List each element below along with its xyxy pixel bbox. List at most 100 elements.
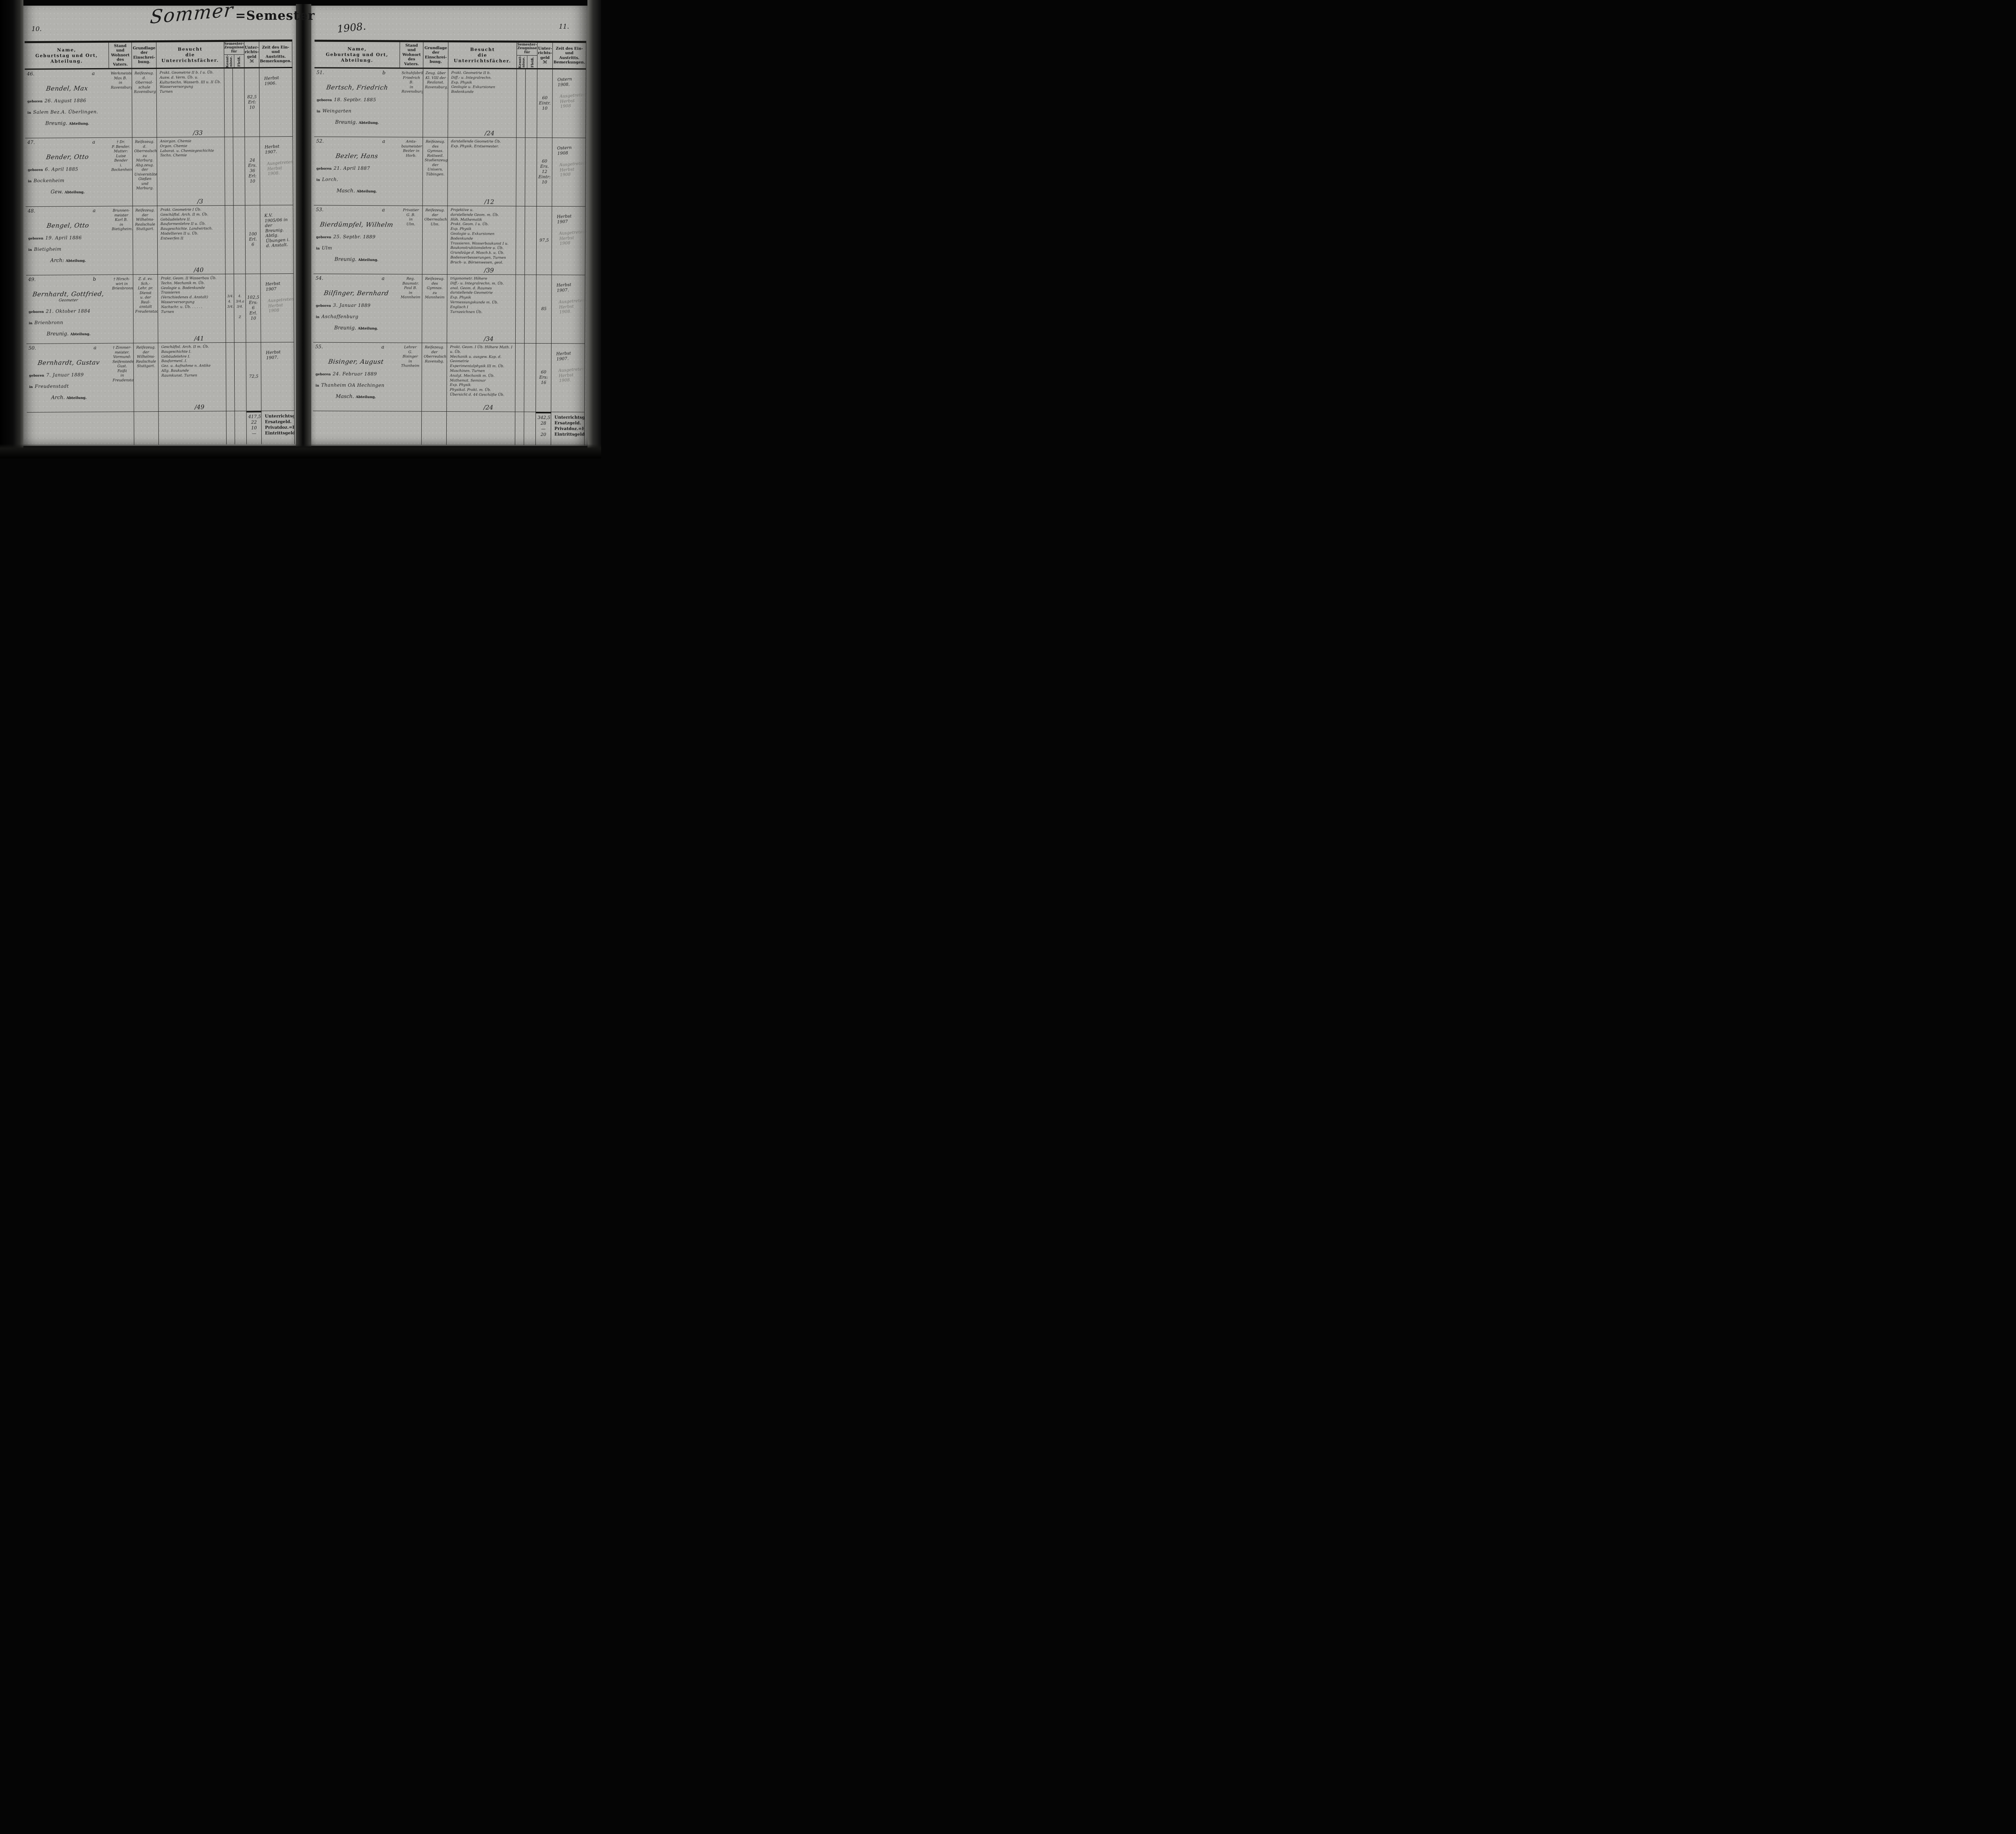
subjects-cell: Anorgan. Chemie Organ. Chemie Laborat. u… bbox=[157, 137, 225, 206]
student-name: Bengel, Otto bbox=[46, 222, 90, 229]
subjects-cell: Geschäftsl. Arch. II m. Üb. Baugeschicht… bbox=[158, 343, 227, 412]
abteilung-value: Gew. bbox=[50, 188, 63, 195]
abteilung-value: Arch: bbox=[50, 257, 64, 263]
entry-name-cell: 50. a Bernhardt, Gustav geboren 7. Januar 18… bbox=[26, 343, 111, 413]
grade-diligence bbox=[524, 343, 537, 412]
section-letter: b bbox=[382, 70, 386, 76]
totals-spacer bbox=[515, 412, 524, 445]
subjects-total: /3 bbox=[197, 198, 203, 205]
geboren-label: geboren bbox=[29, 309, 44, 314]
abteilung-line: Breunig. Abteilung. bbox=[316, 325, 396, 331]
entry-number: 55. bbox=[315, 344, 323, 350]
fees-cell: 72,5 bbox=[246, 342, 262, 411]
birth-date: 26. August 1886 bbox=[44, 98, 86, 104]
ledger-title: Sommer=Semester bbox=[149, 0, 315, 28]
in-label: in bbox=[28, 179, 32, 183]
totals-spacer bbox=[226, 411, 235, 444]
totals-values: 342,5 28 — 20 bbox=[536, 412, 552, 446]
remark-ink: Herbst 1907. bbox=[266, 349, 281, 361]
subjects-cell: Prakt. Geometrie II b. Diff.- u. Integra… bbox=[448, 69, 517, 138]
birth-line: geboren 21. Oktober 1884 bbox=[29, 308, 108, 314]
remarks-cell: Herbst 1907. bbox=[261, 342, 295, 411]
entry-number: 49. bbox=[28, 276, 36, 282]
subjects-cell: Projektive u. darstellende Geom. m. Üb. … bbox=[447, 206, 516, 275]
entry-name-cell: 54. a Bilfinger, Bernhard geboren 3. Januar … bbox=[313, 274, 399, 343]
totals-values: 417,5 22 10 — bbox=[246, 411, 262, 444]
birthplace-line: in Freudenstadt bbox=[29, 383, 108, 389]
father-info: † Hirsch- wirt in Brienbronn bbox=[110, 275, 134, 344]
col-header-kenntnisse: Kennt- nisse. bbox=[516, 56, 527, 69]
totals-spacer bbox=[398, 411, 422, 445]
subjects-total: /33 bbox=[193, 129, 203, 137]
title-script: Sommer bbox=[149, 0, 235, 28]
enrollment-basis: Reifezeug. des Gymnas. Rottweil. Studien… bbox=[423, 137, 448, 206]
enrollment-basis: Reifezeug. der Wilhelms- Realschule Stut… bbox=[133, 206, 158, 275]
remark-pencil: Ausgetreten Herbst 1908. bbox=[267, 159, 294, 177]
birth-date: 19. April 1886 bbox=[45, 235, 82, 241]
totals-labels: Unterrichtsgeld. Ersatzgeld. Privatdoz.=… bbox=[261, 411, 295, 444]
birth-date: 21. April 1887 bbox=[333, 165, 370, 171]
student-name: Bilfinger, Bernhard bbox=[323, 289, 389, 297]
abteilung-line: Breunig. Abteilung. bbox=[27, 120, 107, 126]
grade-knowledge bbox=[515, 343, 525, 412]
subjects-total: /41 bbox=[194, 335, 204, 342]
section-letter: a bbox=[92, 70, 95, 77]
abteilung-value: Breunig. bbox=[45, 120, 68, 126]
totals-spacer bbox=[158, 411, 227, 445]
birth-line: geboren 7. Januar 1889 bbox=[29, 372, 108, 378]
zeugnisse-label: Semester- Zeugnisse für bbox=[516, 42, 538, 56]
totals-spacer bbox=[235, 411, 247, 444]
col-header-zeit: Zeit des Ein- und Austritts. Bemerkungen… bbox=[259, 41, 293, 69]
col-header-besucht: Besucht die Unterrichtsfächer. bbox=[448, 42, 517, 69]
fees-cell: 60 Ers: 16 bbox=[536, 343, 552, 413]
section-letter: a bbox=[93, 344, 97, 351]
subjects-cell: darstellende Geometrie Üb. Exp. Physik. … bbox=[448, 137, 517, 206]
remark-pencil: Ausgetreten Herbst 1908. bbox=[558, 298, 585, 315]
grade-diligence bbox=[525, 69, 538, 138]
entry-number: 52. bbox=[316, 138, 324, 144]
grade-knowledge bbox=[516, 275, 525, 344]
student-name-sub: Geometer bbox=[58, 298, 78, 303]
abteilung-line: Arch. Abteilung. bbox=[29, 394, 108, 400]
remarks-cell: Ostern 1908 Ausgetreten Herbst 1908 bbox=[552, 138, 586, 207]
remarks-cell: Herbst 1907 Ausgetreten Herbst 1908 bbox=[552, 206, 586, 275]
birth-place: Bietigheim bbox=[34, 246, 62, 252]
section-letter: a bbox=[381, 275, 385, 281]
birthplace-line: in Ulm bbox=[316, 245, 397, 251]
col-header-name: Name, Geburtstag und Ort, Abteilung. bbox=[314, 42, 400, 69]
birthplace-line: in Salem Bez.A. Überlingen. bbox=[27, 109, 107, 115]
col-header-kenntnisse: Kennt- nisse. bbox=[224, 55, 235, 68]
birthplace-line: in Aschaffenburg bbox=[316, 314, 396, 320]
page-right: Name, Geburtstag und Ort, Abteilung. Stan… bbox=[311, 6, 588, 446]
totals-labels: Unterrichtsgeld. Ersatzgeld. Privatdoz.=… bbox=[551, 412, 585, 446]
ledger-table: Name, Geburtstag und Ort, Abteilung. Stan… bbox=[312, 40, 587, 446]
remark-ink: Herbst 1907 bbox=[556, 214, 572, 225]
subjects-total: /24 bbox=[485, 129, 495, 137]
grade-knowledge bbox=[225, 137, 234, 206]
in-label: in bbox=[316, 246, 320, 250]
entry-number: 50. bbox=[28, 345, 36, 351]
remarks-cell: Herbst 1907 Ausgetreten Herbst 1908 bbox=[260, 273, 294, 343]
abteilung-line: Breunig. Abteilung. bbox=[29, 330, 108, 337]
student-name: Bertsch, Friedrich bbox=[326, 83, 389, 92]
col-header-besucht: Besucht die Unterrichtsfächer. bbox=[156, 42, 225, 69]
remark-pencil: Ausgetreten Herbst 1908. bbox=[558, 367, 585, 383]
birthplace-line: in Lorch. bbox=[317, 177, 397, 183]
subjects-total: /24 bbox=[483, 404, 494, 411]
abteilung-label: Abteilung. bbox=[358, 121, 379, 125]
grade-knowledge bbox=[516, 138, 525, 206]
remarks-cell: Herbst 1907. Ausgetreten Herbst 1908. bbox=[551, 344, 585, 413]
in-label: in bbox=[29, 384, 33, 389]
totals-spacer bbox=[524, 412, 536, 445]
entry-number: 48. bbox=[27, 208, 35, 214]
col-header-zeugnisse: Semester- Zeugnisse für Kennt- nisse. Flei… bbox=[224, 42, 245, 69]
book-gutter bbox=[296, 4, 311, 446]
in-label: in bbox=[28, 247, 32, 252]
remark-ink: K.V. 1905/06 in der Breunig. Abtlg. Übun… bbox=[264, 213, 290, 249]
enrollment-basis: Reifezeug. der Oberrealsch. Ulm. bbox=[422, 206, 448, 275]
grade-knowledge bbox=[224, 68, 233, 138]
col-header-fleiss: Fleiß. bbox=[237, 56, 241, 67]
subjects-cell: Prakt. Geom. I Üb. Höhere Math. I u. Üb.… bbox=[447, 343, 516, 412]
remark-pencil: Ausgetreten Herbst 1908 bbox=[559, 92, 586, 109]
abteilung-value: Masch. bbox=[335, 393, 354, 399]
